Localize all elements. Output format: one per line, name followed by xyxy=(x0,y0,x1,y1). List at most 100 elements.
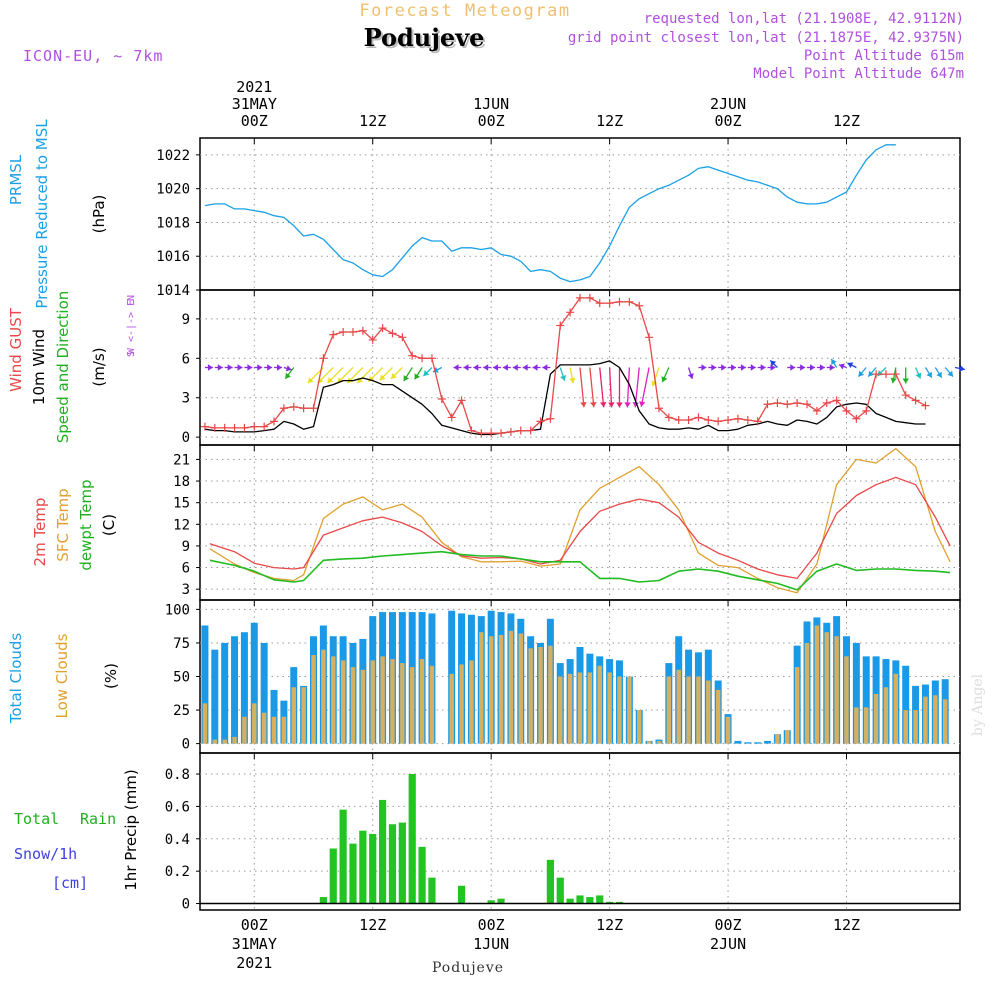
label-rain: Rain xyxy=(80,810,116,828)
label-prmsl: PRMSL xyxy=(7,154,25,205)
y-tick-label: 1018 xyxy=(156,215,190,231)
x-tick-top-label: 12Z xyxy=(596,112,623,130)
wind-arrow-head xyxy=(711,364,717,371)
label-hpa: (hPa) xyxy=(90,195,108,234)
wind-gust-marker xyxy=(635,301,644,310)
sfc-temp-line xyxy=(209,447,951,594)
total-cloud-bar xyxy=(221,642,229,744)
low-cloud-bar xyxy=(410,667,415,744)
low-cloud-bar xyxy=(360,669,366,744)
wind-arrow-head xyxy=(512,364,518,371)
wind-gust-marker xyxy=(408,351,417,360)
y-tick-label: 1020 xyxy=(156,182,190,198)
wind-arrow-head xyxy=(502,364,508,371)
panel-frame xyxy=(199,752,961,911)
x-tick-top-label: 00Z xyxy=(478,112,505,130)
rain-bar xyxy=(388,824,397,904)
low-cloud-bar xyxy=(706,680,711,744)
wind-arrow-head xyxy=(829,364,835,371)
wind-arrow-head xyxy=(632,402,639,408)
x-tick-top-label: 2021 xyxy=(236,78,272,96)
wind-arrow-head xyxy=(868,370,874,377)
low-cloud-bar xyxy=(775,734,780,744)
low-cloud-bar xyxy=(291,687,296,744)
wind-arrow-head xyxy=(687,373,694,379)
low-cloud-bar xyxy=(508,630,514,744)
wind-gust-marker xyxy=(467,426,476,435)
wind-arrow-head xyxy=(285,365,292,372)
wind-gust-marker xyxy=(388,329,397,338)
x-tick-top-label: 12Z xyxy=(359,112,386,130)
rain-bar xyxy=(319,897,327,904)
label-sfc-temp: SFC Temp xyxy=(54,488,72,561)
wind-arrow-head xyxy=(542,364,548,371)
temp-2m-line xyxy=(209,476,951,580)
y-tick-label: 0 xyxy=(182,737,190,753)
wind-gust-marker xyxy=(279,404,288,413)
wind-arrow-head xyxy=(936,371,942,378)
wind-gust-marker xyxy=(210,423,219,432)
low-cloud-bar xyxy=(558,676,563,744)
wind-gust-marker xyxy=(664,413,673,422)
wind-arrow-head xyxy=(740,364,746,371)
x-tick-bottom-label: 00Z xyxy=(478,916,505,934)
y-tick-label: 0.4 xyxy=(165,832,190,848)
low-cloud-bar xyxy=(449,673,454,744)
wind-arrow-head xyxy=(915,372,922,379)
wind-arrow-head xyxy=(307,377,314,384)
wind-gust-marker xyxy=(487,429,496,438)
y-tick-label: 0.6 xyxy=(165,799,190,815)
wind-arrow-head xyxy=(257,364,263,371)
compass-n: N xyxy=(126,295,137,301)
y-tick-label: 6 xyxy=(182,351,190,367)
low-cloud-bar xyxy=(350,667,356,744)
wind-arrow-head xyxy=(839,363,845,370)
x-tick-top-label: 1JUN xyxy=(473,95,509,113)
wind-arrow-head xyxy=(391,373,397,379)
rain-bar xyxy=(596,895,604,904)
low-cloud-bar xyxy=(380,656,385,744)
x-tick-top-label: 00Z xyxy=(715,112,742,130)
wind-arrow-head xyxy=(207,364,213,371)
wind-arrow-head xyxy=(522,364,528,371)
low-cloud-bar xyxy=(261,712,267,744)
dewpt-temp-line xyxy=(209,550,951,591)
wind-gust-marker xyxy=(773,398,782,407)
rain-bar xyxy=(606,901,614,904)
wind-arrow-head xyxy=(858,370,865,377)
wind-gust-marker xyxy=(240,423,249,432)
wind-gust-marker xyxy=(704,416,713,425)
wind-gust-marker xyxy=(753,417,762,426)
wind-arrow-head xyxy=(800,364,806,371)
low-cloud-bar xyxy=(222,739,227,744)
wind-arrow-head xyxy=(277,364,283,371)
low-cloud-bar xyxy=(370,660,375,744)
x-tick-top-label: 31MAY xyxy=(232,95,277,113)
label-snow-cm: [cm] xyxy=(52,874,88,892)
wind-gust-marker xyxy=(783,400,792,409)
wind-gust-marker xyxy=(832,396,841,405)
wind-gust-marker xyxy=(270,417,279,426)
gridpoint-coords: grid point closest lon,lat (21.1875E, 42… xyxy=(568,30,964,46)
wind-gust-marker xyxy=(319,354,328,363)
y-tick-label: 0.8 xyxy=(165,767,190,783)
location-title: Podujeve xyxy=(364,23,485,52)
low-cloud-bar xyxy=(498,634,504,744)
low-cloud-bar xyxy=(538,646,543,744)
low-cloud-bar xyxy=(656,740,662,744)
low-cloud-bar xyxy=(340,660,346,744)
wind-gust-marker xyxy=(230,423,239,432)
low-cloud-bar xyxy=(607,672,612,744)
wind-direction-arrows xyxy=(204,358,965,408)
low-cloud-bar xyxy=(400,663,405,744)
wind-gust-marker xyxy=(418,354,427,363)
wind-gust-marker xyxy=(200,422,209,431)
wind-arrow-shaft xyxy=(608,367,613,408)
compass-we: W <-|-> E xyxy=(126,300,137,354)
label-precip: 1hr Precip (mm) xyxy=(122,769,140,890)
low-cloud-bar xyxy=(883,687,889,744)
y-tick-label: 6 xyxy=(182,561,190,577)
wind-gust-marker xyxy=(497,429,506,438)
wind-arrow-head xyxy=(414,373,421,380)
wind-arrow-head xyxy=(721,364,727,371)
